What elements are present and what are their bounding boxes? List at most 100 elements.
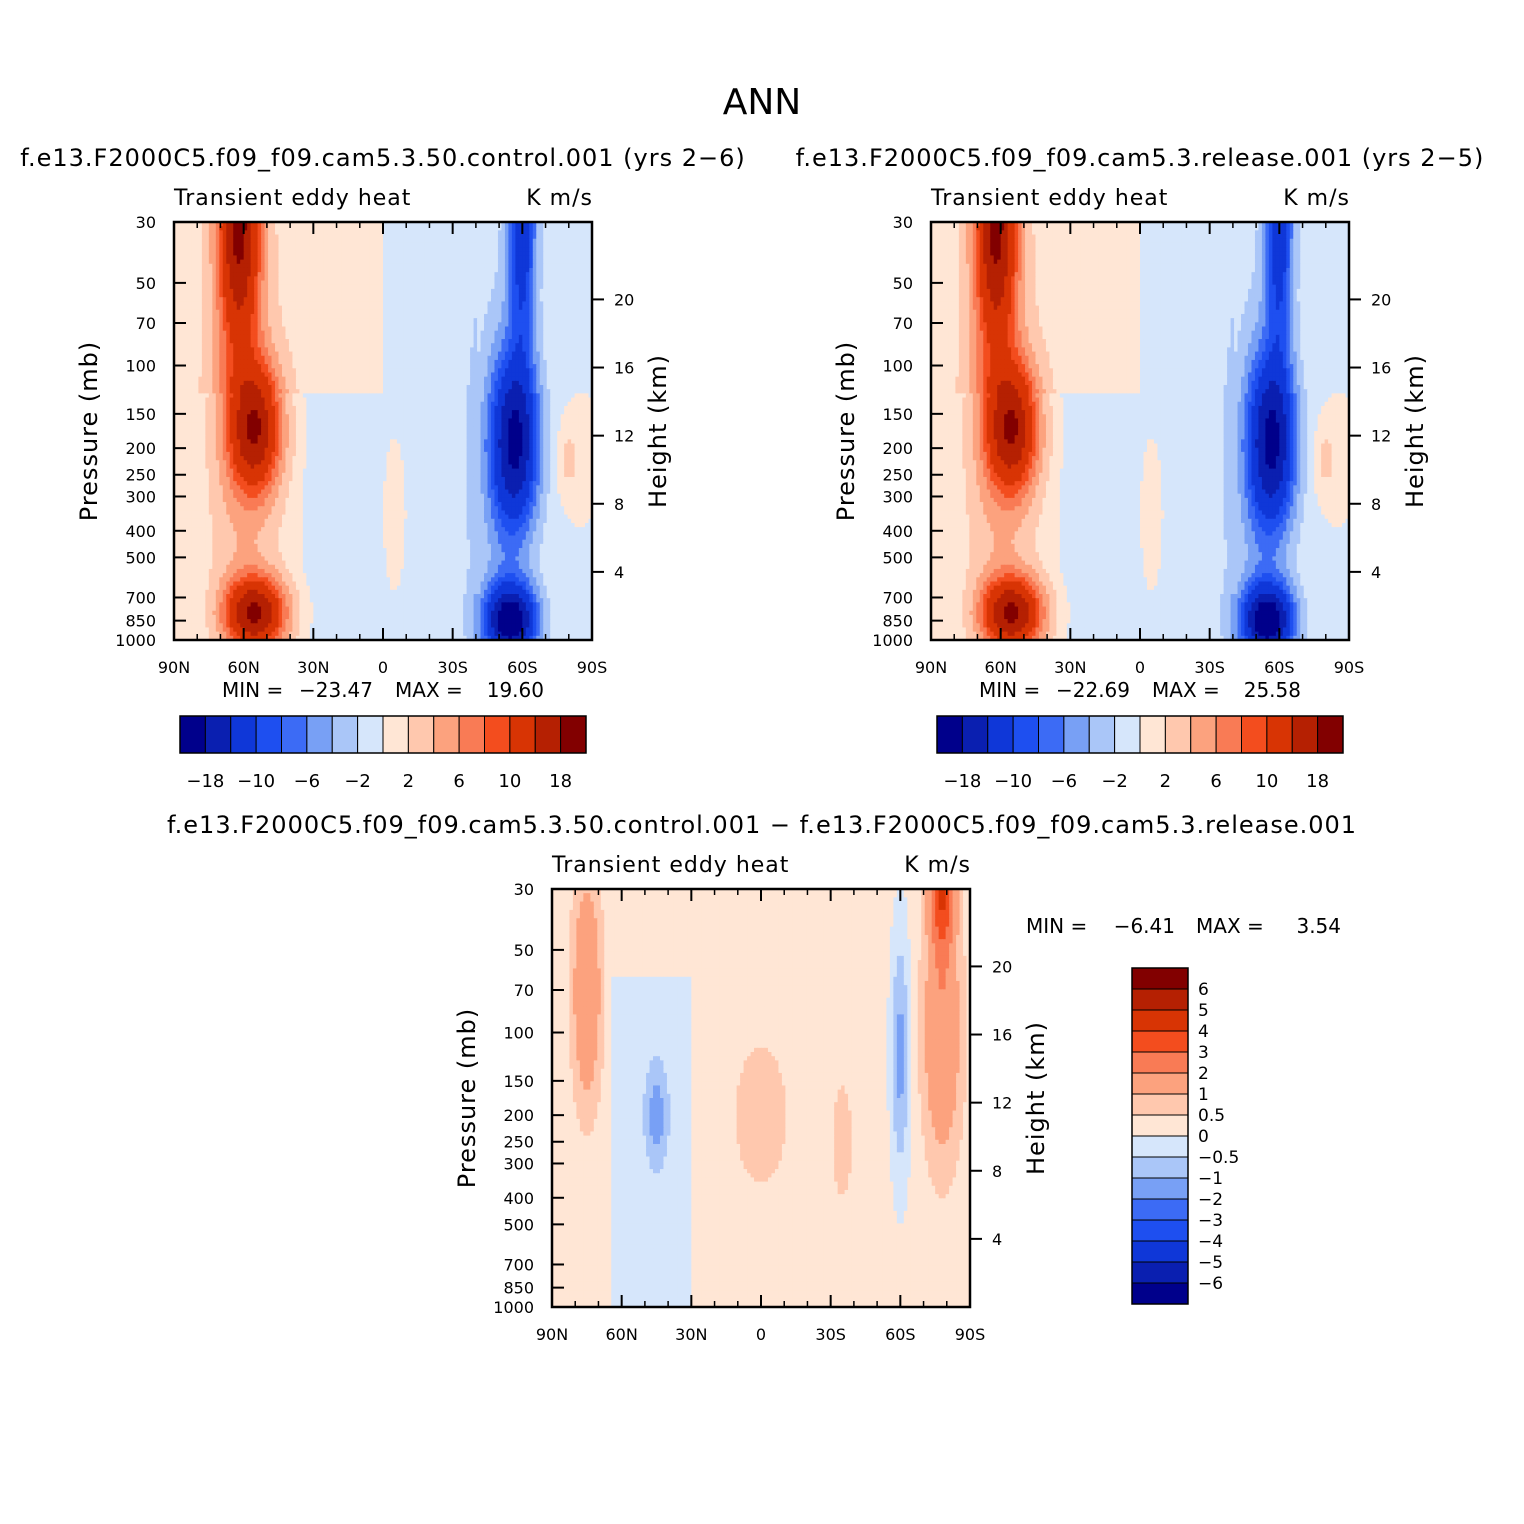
contour-cell: [379, 326, 384, 332]
contour-cell: [410, 226, 415, 231]
contour-cell: [362, 318, 367, 323]
contour-cell: [313, 343, 318, 348]
contour-cell: [330, 347, 335, 353]
contour-cell: [191, 288, 196, 294]
contour-cell: [560, 355, 565, 361]
contour-cell: [546, 284, 551, 290]
contour-cell: [316, 276, 321, 282]
contour-cell: [585, 318, 590, 323]
contour-cell: [553, 343, 558, 348]
contour-cell: [449, 251, 454, 257]
contour-cell: [574, 293, 579, 298]
contour-cell: [191, 276, 196, 282]
contour-cell: [456, 230, 461, 236]
contour-cell: [313, 322, 318, 328]
contour-cell: [278, 247, 283, 252]
contour-cell: [424, 284, 429, 290]
contour-cell: [393, 355, 398, 361]
contour-cell: [529, 372, 534, 378]
contour-cell: [578, 322, 583, 328]
contour-cell: [400, 355, 405, 361]
contour-cell: [268, 380, 273, 386]
contour-cell: [201, 280, 206, 286]
contour-cell: [288, 339, 294, 344]
contour-cell: [463, 301, 468, 307]
contour-cell: [529, 343, 534, 348]
contour-cell: [525, 376, 530, 382]
contour-cell: [254, 326, 259, 332]
contour-cell: [180, 389, 186, 394]
contour-cell: [484, 326, 489, 332]
contour-cell: [320, 380, 325, 386]
contour-cell: [275, 326, 280, 332]
contour-cell: [543, 251, 548, 257]
contour-cell: [344, 326, 349, 332]
contour-cell: [355, 247, 360, 252]
contour-cell: [334, 313, 339, 319]
contour-cell: [299, 389, 304, 394]
contour-cell: [424, 359, 429, 365]
contour-cell: [396, 230, 402, 236]
contour-cell: [330, 364, 335, 369]
contour-cell: [201, 226, 206, 231]
contour-cell: [452, 313, 457, 319]
contour-cell: [525, 259, 530, 265]
contour-cell: [497, 263, 503, 269]
contour-cell: [365, 259, 370, 265]
contour-cell: [466, 272, 471, 277]
contour-cell: [362, 222, 367, 227]
contour-cell: [264, 309, 269, 315]
contour-cell: [372, 247, 377, 252]
contour-cell: [400, 322, 405, 328]
contour-cell: [184, 259, 189, 265]
contour-cell: [254, 347, 259, 353]
contour-cell: [543, 280, 548, 286]
contour-cell: [327, 234, 332, 240]
contour-cell: [369, 372, 374, 378]
contour-cell: [400, 380, 405, 386]
contour-cell: [574, 389, 579, 394]
contour-cell: [386, 364, 391, 369]
contour-cell: [550, 247, 555, 252]
contour-cell: [494, 372, 499, 378]
contour-cell: [396, 385, 402, 390]
contour-cell: [428, 280, 433, 286]
contour-cell: [351, 276, 356, 282]
contour-cell: [550, 259, 555, 265]
contour-cell: [529, 226, 534, 231]
contour-cell: [452, 318, 457, 323]
contour-cell: [574, 305, 579, 311]
contour-cell: [557, 267, 562, 273]
contour-cell: [410, 313, 415, 319]
contour-cell: [306, 368, 311, 374]
contour-cell: [515, 376, 520, 382]
contour-cell: [180, 226, 186, 231]
contour-cell: [574, 322, 579, 328]
contour-cell: [438, 318, 443, 323]
contour-cell: [428, 238, 433, 244]
contour-cell: [438, 385, 443, 390]
contour-cell: [372, 351, 377, 357]
contour-cell: [362, 288, 367, 294]
contour-cell: [508, 322, 513, 328]
contour-cell: [229, 297, 234, 303]
contour-cell: [240, 313, 245, 319]
contour-cell: [219, 364, 224, 369]
contour-cell: [205, 255, 210, 261]
contour-cell: [275, 276, 280, 282]
contour-cell: [588, 255, 592, 261]
contour-cell: [240, 351, 245, 357]
contour-cell: [445, 301, 450, 307]
contour-cell: [435, 293, 440, 298]
contour-cell: [463, 267, 468, 273]
contour-cell: [578, 267, 583, 273]
contour-cell: [323, 297, 328, 303]
contour-cell: [525, 380, 530, 386]
contour-cell: [285, 318, 290, 323]
contour-cell: [292, 272, 297, 277]
contour-cell: [376, 259, 381, 265]
contour-cell: [403, 313, 408, 319]
contour-cell: [299, 313, 304, 319]
contour-cell: [529, 251, 534, 257]
contour-cell: [421, 330, 426, 336]
